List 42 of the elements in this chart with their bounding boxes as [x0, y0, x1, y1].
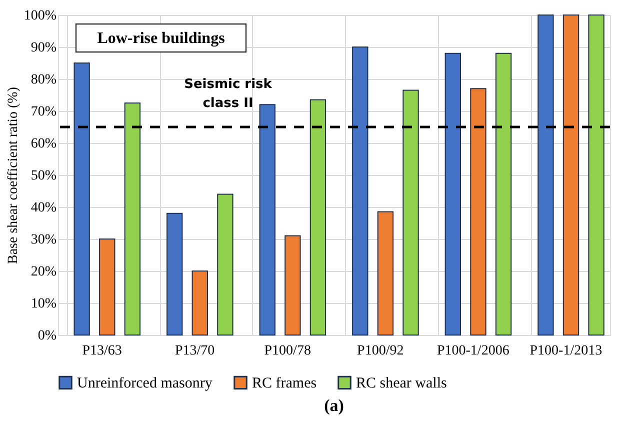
bar [352, 46, 368, 336]
bar [495, 52, 512, 336]
bar [310, 99, 326, 336]
bar [377, 211, 394, 336]
legend-label: RC shear walls [356, 376, 447, 392]
y-tick-label: 60% [30, 136, 57, 152]
text: (a) [324, 396, 344, 415]
x-tick-label: P100-1/2006 [436, 344, 510, 358]
y-tick-label: 30% [30, 232, 57, 248]
bar [192, 270, 208, 336]
y-tick-label: 40% [30, 200, 57, 216]
x-tick-label: P13/70 [174, 344, 215, 358]
bar [166, 212, 183, 336]
y-tick-label: 90% [30, 40, 57, 56]
y-axis-title: Base shear coefficient ratio (%) [6, 86, 21, 264]
bar [470, 88, 486, 336]
bar [444, 52, 462, 336]
x-tick-label: P100/92 [357, 344, 404, 358]
bar [284, 235, 301, 336]
bar [538, 14, 554, 336]
bar [402, 90, 419, 336]
bar [74, 62, 90, 336]
legend-label: RC frames [252, 376, 317, 392]
ref-line-label: Seismic risk class II [184, 77, 272, 111]
bar [259, 104, 276, 336]
x-tick-label: P100-1/2013 [530, 344, 602, 358]
x-tick-label: P100/78 [264, 344, 311, 358]
y-tick-label: 100% [24, 8, 57, 24]
y-tick-label: 50% [30, 168, 57, 184]
bar [124, 102, 141, 336]
annotation: Low-rise buildings [97, 30, 225, 47]
y-tick-label: 20% [30, 264, 57, 280]
y-tick-label: 10% [30, 296, 57, 312]
x-tick-label: P13/63 [82, 344, 122, 358]
legend-label: Unreinforced masonry [77, 376, 213, 392]
y-tick-label: 80% [30, 72, 57, 88]
bar [588, 14, 604, 336]
bar [217, 194, 234, 336]
bar [562, 14, 580, 336]
y-tick-label: 70% [30, 104, 57, 120]
y-tick-label: 0% [38, 328, 57, 344]
bar [99, 238, 116, 336]
